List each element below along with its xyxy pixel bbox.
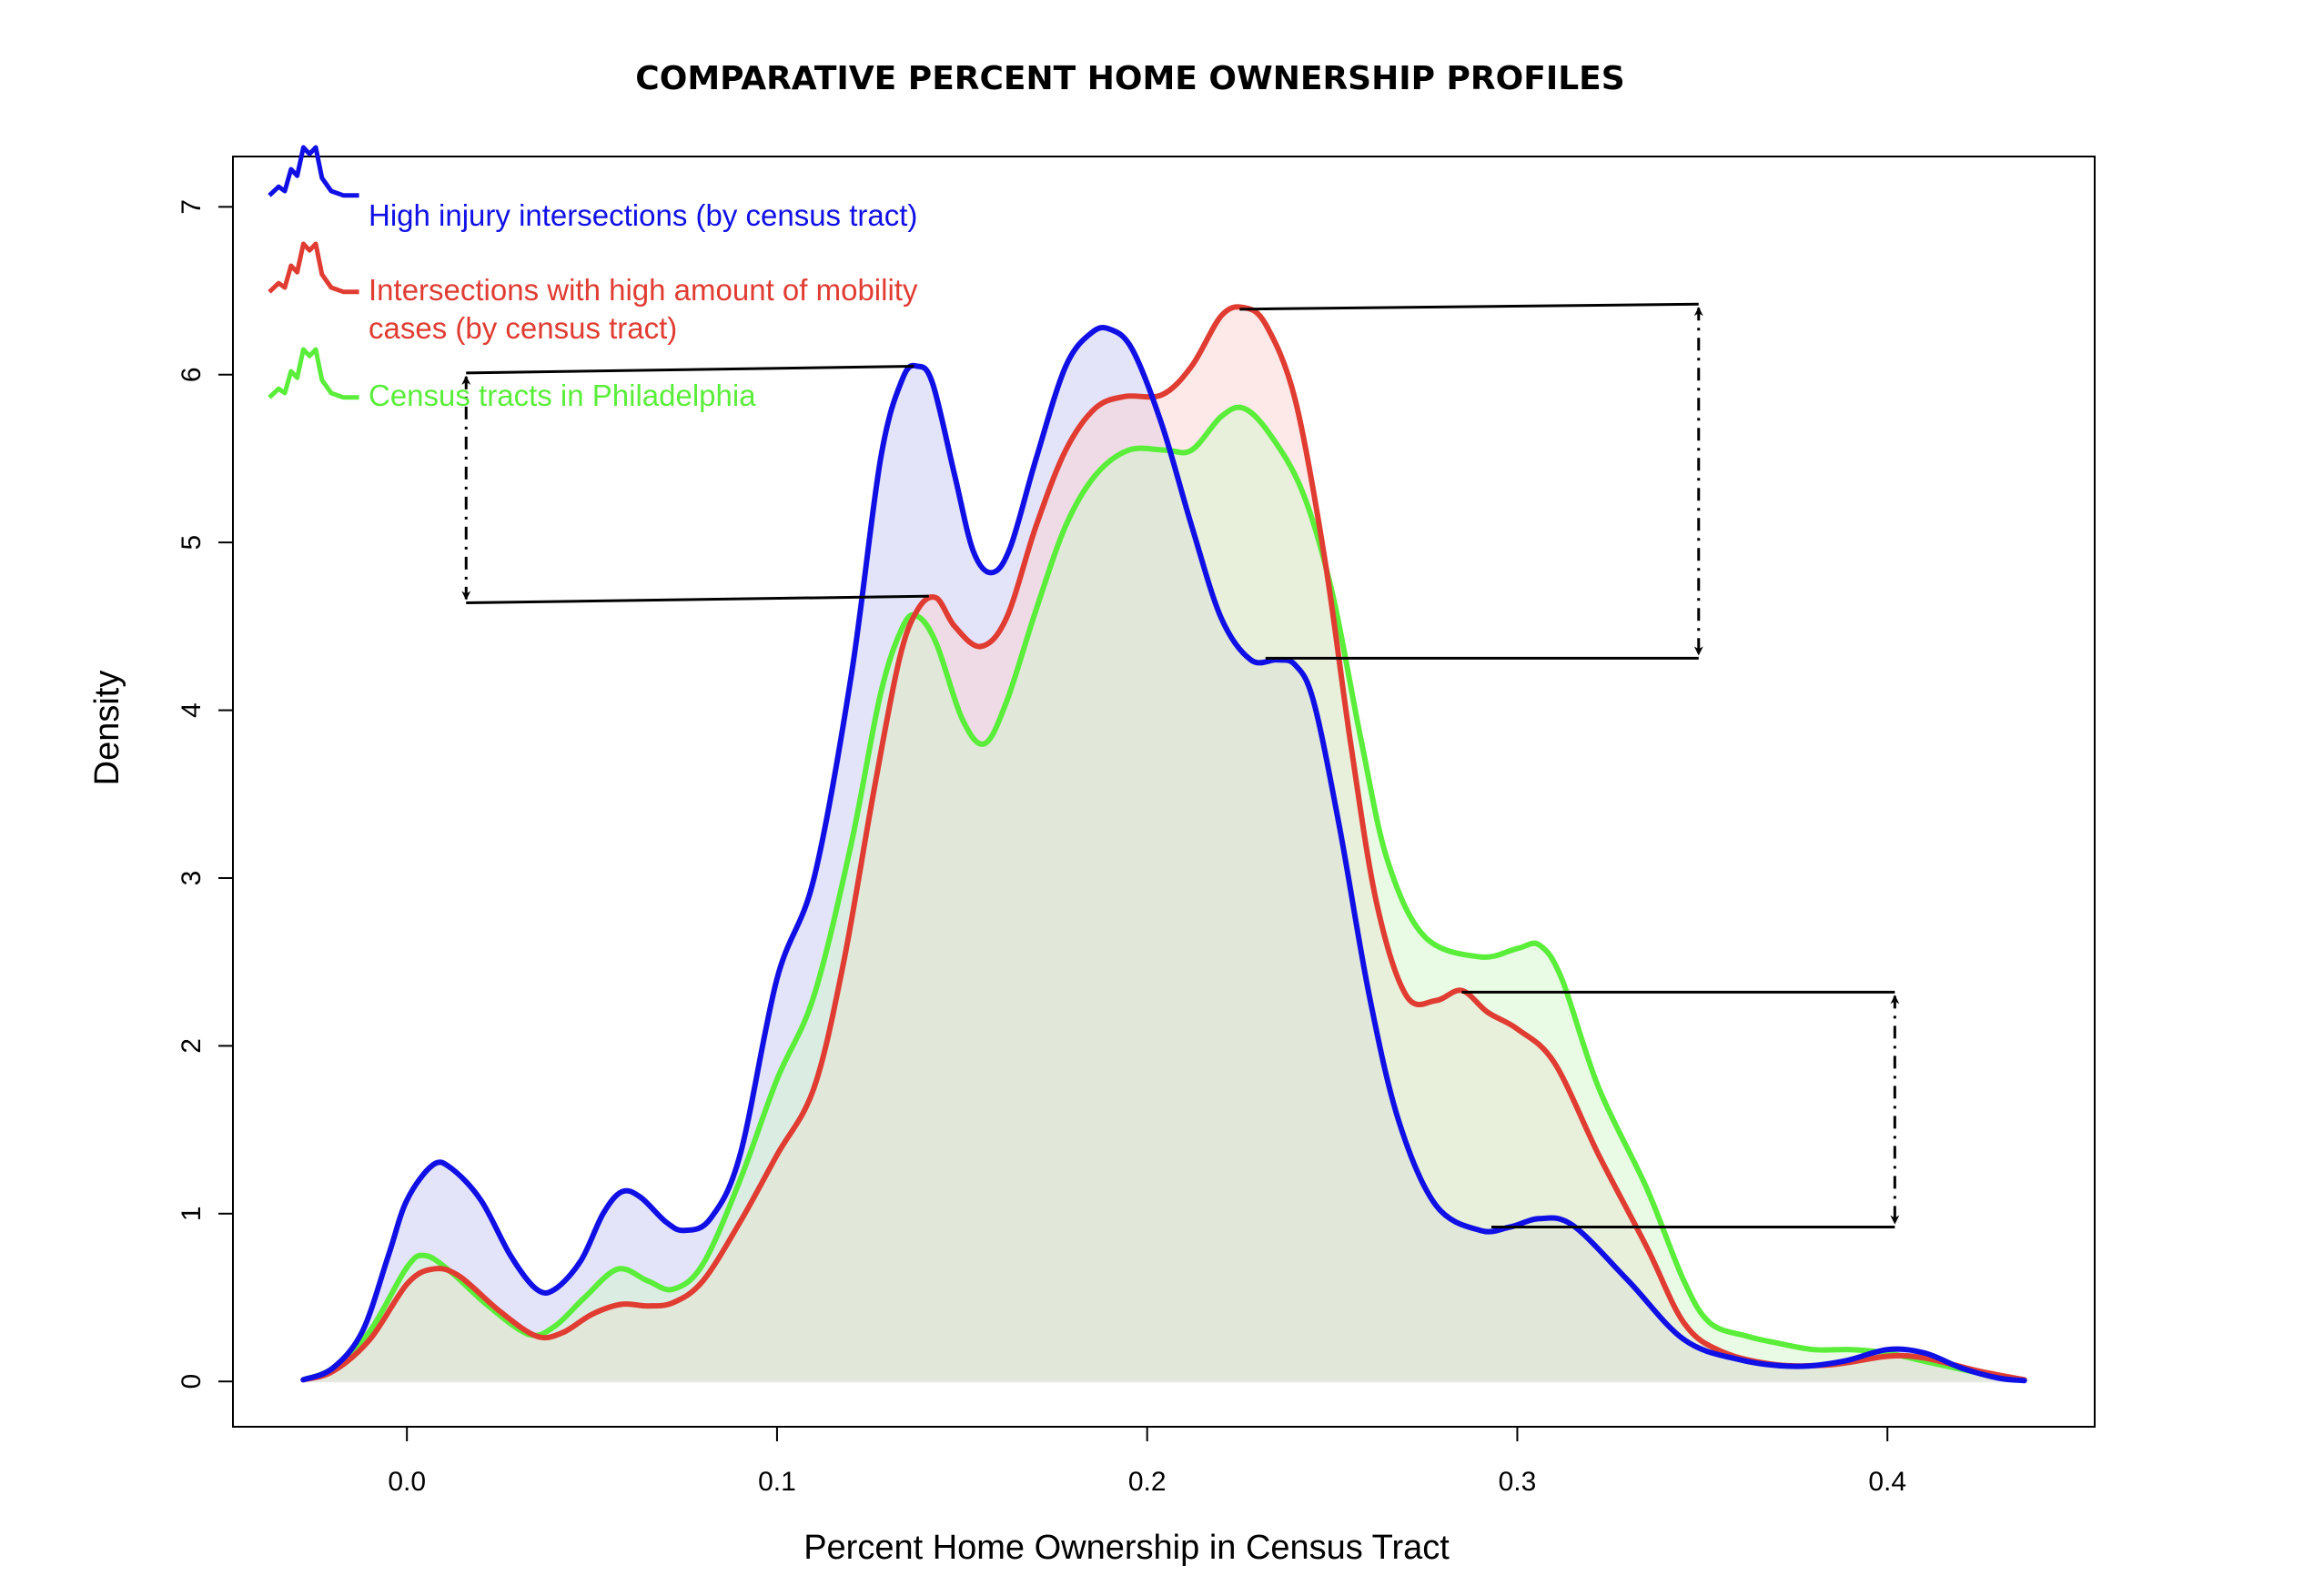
x-axis-label: Percent Home Ownership in Census Tract — [803, 1529, 1450, 1567]
gap-bracket-1 — [461, 365, 929, 605]
line-mobility-cases — [300, 304, 2027, 1383]
gap-bracket-3 — [1461, 990, 1900, 1229]
x-tick-label: 0.4 — [1868, 1467, 1906, 1497]
line-philadelphia-tracts — [300, 404, 2027, 1383]
bracket-top-line — [466, 365, 914, 375]
legend: High injury intersections (by census tra… — [268, 145, 918, 412]
x-tick-label: 0.0 — [388, 1467, 426, 1497]
x-tick-label: 0.3 — [1499, 1467, 1537, 1497]
x-tick-label: 0.2 — [1128, 1467, 1167, 1497]
density-fills — [303, 307, 2025, 1382]
line-high-injury — [300, 324, 2027, 1384]
legend-swatch — [268, 241, 359, 295]
y-axis: 0 1 2 3 4 5 6 7 — [177, 199, 234, 1389]
y-axis-label: Density — [88, 671, 126, 786]
density-lines — [300, 304, 2027, 1384]
gap-bracket-2 — [1239, 302, 1703, 660]
y-tick-label: 3 — [177, 871, 207, 886]
legend-swatch — [268, 145, 359, 198]
y-tick-label: 2 — [177, 1038, 207, 1054]
y-tick-label: 7 — [177, 199, 207, 215]
y-tick-label: 6 — [177, 367, 207, 382]
y-tick-label: 1 — [177, 1206, 207, 1221]
legend-entry-high-injury: High injury intersections (by census tra… — [268, 145, 917, 232]
legend-swatch — [268, 347, 359, 400]
y-tick-label: 0 — [177, 1374, 207, 1389]
chart-title: COMPARATIVE PERCENT HOME OWNERSHIP PROFI… — [635, 60, 1624, 97]
x-axis: 0.0 0.1 0.2 0.3 0.4 — [388, 1426, 1906, 1497]
legend-label: High injury intersections (by census tra… — [369, 198, 917, 232]
bracket-top-line — [1239, 302, 1699, 311]
gap-annotations — [461, 302, 1900, 1229]
x-tick-label: 0.1 — [758, 1467, 796, 1497]
legend-entry-philadelphia-tracts: Census tracts in Philadelphia — [268, 347, 756, 412]
legend-label: Intersections with high amount of mobili… — [369, 273, 918, 307]
y-tick-label: 4 — [177, 702, 207, 718]
legend-label: cases (by census tract) — [369, 311, 677, 345]
bracket-bottom-line — [466, 594, 929, 605]
legend-label: Census tracts in Philadelphia — [369, 379, 756, 412]
area-philadelphia-tracts — [303, 407, 2025, 1382]
y-tick-label: 5 — [177, 535, 207, 551]
legend-entry-mobility-cases: Intersections with high amount of mobili… — [268, 241, 918, 345]
